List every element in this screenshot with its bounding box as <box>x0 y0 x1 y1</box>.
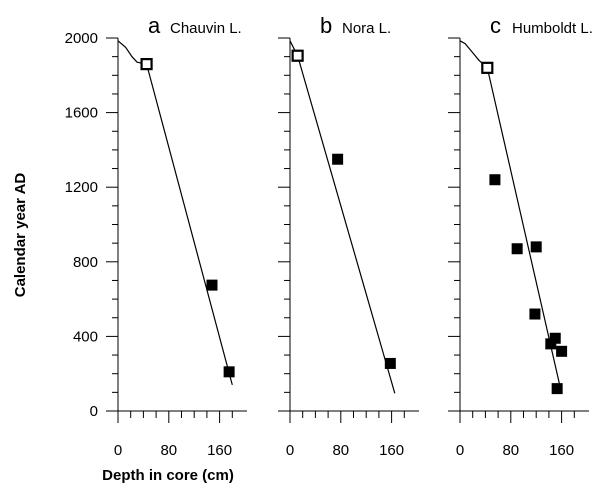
x-tick-label: 160 <box>207 442 232 459</box>
filled-data-point <box>206 279 218 291</box>
filled-data-point <box>556 345 568 357</box>
y-tick-label: 1200 <box>65 179 98 196</box>
filled-data-point <box>489 174 501 186</box>
filled-data-point <box>332 153 344 165</box>
open-data-point <box>140 58 153 71</box>
filled-data-point <box>530 241 542 253</box>
filled-data-point <box>384 357 396 369</box>
x-axis-label: Depth in core (cm) <box>102 467 234 484</box>
panel-letter: b <box>320 13 332 38</box>
y-tick-label: 400 <box>73 328 98 345</box>
age-depth-curve <box>289 40 396 394</box>
panel-title: Humboldt L. <box>512 20 593 37</box>
x-tick-label: 80 <box>160 442 177 459</box>
panel-c: 0 80 160 c Humboldt L. <box>448 13 593 459</box>
open-data-point <box>481 61 494 74</box>
panel-letter: c <box>490 13 501 38</box>
filled-data-point <box>529 308 541 320</box>
panel-letter: a <box>148 13 161 38</box>
filled-data-point <box>549 332 561 344</box>
age-depth-curve <box>117 40 233 386</box>
y-tick-label: 800 <box>73 254 98 271</box>
open-data-point <box>291 49 304 62</box>
x-tick-label: 160 <box>379 442 404 459</box>
x-tick-label: 80 <box>502 442 519 459</box>
filled-data-point <box>551 383 563 395</box>
age-depth-curve <box>459 40 563 394</box>
x-tick-label: 0 <box>114 442 122 459</box>
y-tick-label: 0 <box>90 403 98 420</box>
panel-title: Chauvin L. <box>170 20 242 37</box>
x-tick-label: 160 <box>549 442 574 459</box>
y-axis-label: Calendar year AD <box>12 173 29 298</box>
panel-a: 0 80 160 a Chauvin L. <box>106 13 247 459</box>
panel-title: Nora L. <box>342 20 391 37</box>
panels: 0 80 160 a Chauvin L. 0 80 160 b Nora L. 0 80 160 c Hu… <box>106 13 593 459</box>
y-tick-labels: 0 400 800 1200 1600 2000 <box>65 30 98 420</box>
y-tick-label: 1600 <box>65 105 98 122</box>
x-tick-label: 0 <box>456 442 464 459</box>
panel-b: 0 80 160 b Nora L. <box>278 13 419 459</box>
filled-data-point <box>223 366 235 378</box>
x-tick-label: 80 <box>332 442 349 459</box>
x-tick-label: 0 <box>286 442 294 459</box>
filled-data-point <box>511 243 523 255</box>
y-tick-label: 2000 <box>65 30 98 47</box>
